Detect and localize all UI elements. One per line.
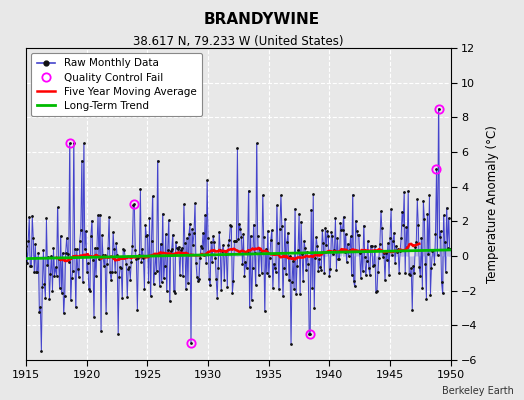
Title: 38.617 N, 79.233 W (United States): 38.617 N, 79.233 W (United States) bbox=[133, 35, 344, 48]
Text: BRANDYWINE: BRANDYWINE bbox=[204, 12, 320, 27]
Legend: Raw Monthly Data, Quality Control Fail, Five Year Moving Average, Long-Term Tren: Raw Monthly Data, Quality Control Fail, … bbox=[31, 53, 202, 116]
Y-axis label: Temperature Anomaly (°C): Temperature Anomaly (°C) bbox=[486, 125, 499, 283]
Text: Berkeley Earth: Berkeley Earth bbox=[442, 386, 514, 396]
